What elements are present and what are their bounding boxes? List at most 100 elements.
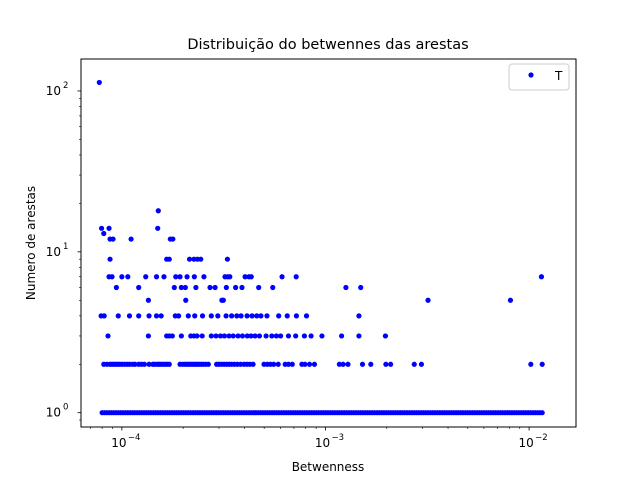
axis-ticks: 10 −4 10 −3 10 −210 010 110 2 xyxy=(46,81,548,450)
data-point xyxy=(425,297,431,303)
data-point xyxy=(418,361,425,367)
data-point xyxy=(233,284,239,291)
data-point xyxy=(293,313,300,319)
x-tick-label: 10 xyxy=(518,436,533,450)
data-point xyxy=(169,333,175,339)
data-point xyxy=(252,333,258,339)
data-point xyxy=(275,361,281,367)
data-point xyxy=(178,284,184,291)
data-point xyxy=(109,274,115,280)
data-point xyxy=(270,284,276,291)
data-point xyxy=(244,333,250,339)
x-tick-label: 10 xyxy=(315,436,330,450)
data-point xyxy=(126,313,133,319)
data-point xyxy=(153,313,160,319)
data-point xyxy=(219,297,225,303)
data-point xyxy=(248,274,254,280)
data-point xyxy=(143,274,149,280)
data-point xyxy=(208,313,214,319)
data-point xyxy=(279,274,285,280)
data-point xyxy=(528,361,534,367)
x-axis-label: Betwenness xyxy=(292,460,365,474)
data-point xyxy=(192,313,198,319)
data-point xyxy=(128,236,134,242)
data-point xyxy=(186,256,193,262)
data-point xyxy=(115,313,121,319)
data-point xyxy=(343,284,349,291)
data-point xyxy=(119,274,125,280)
data-point xyxy=(158,313,164,319)
data-point xyxy=(319,333,325,339)
legend: T xyxy=(508,63,570,91)
data-point xyxy=(224,256,231,262)
data-point xyxy=(155,208,161,214)
legend-marker xyxy=(528,72,534,78)
data-point xyxy=(183,297,189,303)
data-point xyxy=(125,274,131,280)
data-point xyxy=(223,313,229,319)
data-point xyxy=(146,313,152,319)
data-point xyxy=(368,361,374,367)
data-point xyxy=(182,284,188,291)
x-tick-label-exponent: −2 xyxy=(535,433,548,443)
data-point xyxy=(234,313,240,319)
data-point xyxy=(178,333,184,339)
data-point xyxy=(356,313,362,319)
data-point xyxy=(269,333,275,339)
data-point xyxy=(256,284,262,291)
data-point xyxy=(166,256,172,262)
data-point xyxy=(358,284,364,291)
data-point xyxy=(230,333,236,339)
data-point xyxy=(271,361,277,367)
data-point xyxy=(277,333,284,339)
y-tick-label: 10 xyxy=(46,406,61,420)
data-point xyxy=(239,284,245,291)
data-point xyxy=(221,333,228,339)
data-point xyxy=(215,313,221,319)
data-point xyxy=(264,313,270,319)
data-point xyxy=(256,333,263,339)
data-point xyxy=(276,313,282,319)
data-point xyxy=(289,361,295,367)
y-tick-label-exponent: 1 xyxy=(63,242,68,252)
data-point xyxy=(166,361,172,367)
data-point xyxy=(207,284,213,291)
data-point xyxy=(388,361,394,367)
data-point xyxy=(308,333,314,339)
legend-label: T xyxy=(554,69,563,83)
data-point xyxy=(132,361,138,367)
legend-box xyxy=(508,63,570,91)
data-point xyxy=(258,313,264,319)
data-point xyxy=(411,361,417,367)
data-point xyxy=(239,333,246,339)
data-point xyxy=(161,274,167,280)
data-point xyxy=(146,361,152,367)
data-point xyxy=(101,230,107,237)
data-point xyxy=(293,333,299,339)
data-point xyxy=(226,333,232,339)
data-point xyxy=(136,313,142,319)
data-point xyxy=(227,274,233,280)
data-point xyxy=(238,313,244,319)
x-tick-label: 10 xyxy=(111,436,126,450)
data-point xyxy=(193,284,199,291)
data-point xyxy=(105,333,111,339)
data-point xyxy=(153,274,160,280)
data-point xyxy=(199,333,205,339)
data-point xyxy=(340,361,346,367)
data-point xyxy=(293,274,299,280)
data-point xyxy=(539,361,545,367)
data-point xyxy=(107,256,113,262)
data-point xyxy=(145,297,151,303)
data-point xyxy=(176,313,182,319)
data-point xyxy=(302,361,308,367)
data-point xyxy=(338,333,345,339)
data-point xyxy=(110,236,116,242)
data-point xyxy=(208,333,214,339)
y-axis-label: Numero de arestas xyxy=(24,186,38,300)
data-point xyxy=(539,410,545,416)
data-point xyxy=(205,361,211,367)
data-point xyxy=(263,333,269,339)
data-point xyxy=(382,333,389,339)
